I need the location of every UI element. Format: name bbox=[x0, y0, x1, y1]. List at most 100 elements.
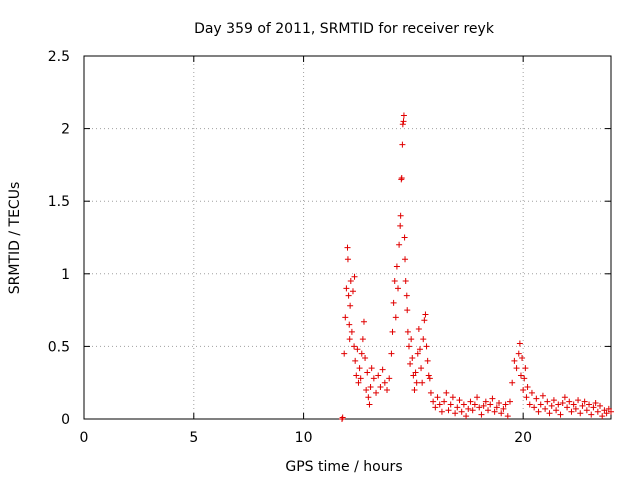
data-point bbox=[407, 360, 414, 367]
data-point bbox=[379, 366, 386, 373]
data-point bbox=[363, 386, 370, 393]
data-point bbox=[411, 386, 418, 393]
data-point bbox=[359, 336, 366, 343]
data-point bbox=[346, 321, 353, 328]
data-point bbox=[557, 411, 564, 418]
x-tick-label: 0 bbox=[80, 430, 89, 446]
data-point bbox=[347, 278, 354, 285]
data-point bbox=[421, 317, 428, 324]
data-point bbox=[366, 401, 373, 408]
data-point bbox=[355, 379, 362, 386]
data-point bbox=[348, 328, 355, 335]
data-point bbox=[398, 174, 405, 181]
data-point bbox=[399, 141, 406, 148]
data-point bbox=[452, 410, 459, 417]
data-point bbox=[519, 355, 526, 362]
data-point bbox=[482, 398, 489, 405]
data-point bbox=[465, 405, 472, 412]
y-tick-label: 1.5 bbox=[48, 194, 70, 210]
data-point bbox=[388, 350, 395, 357]
data-point bbox=[467, 398, 474, 405]
data-point bbox=[405, 343, 412, 350]
data-point bbox=[386, 375, 393, 382]
y-tick-label: 1 bbox=[61, 267, 70, 283]
data-point bbox=[579, 402, 586, 409]
data-point bbox=[480, 402, 487, 409]
data-point bbox=[415, 325, 422, 332]
data-point bbox=[397, 212, 404, 219]
data-point bbox=[570, 401, 577, 408]
data-point bbox=[395, 285, 402, 292]
data-point bbox=[436, 401, 443, 408]
data-point bbox=[400, 118, 407, 125]
chart-title: Day 359 of 2011, SRMTID for receiver rey… bbox=[194, 21, 495, 37]
x-tick-label: 5 bbox=[189, 430, 198, 446]
y-tick-label: 2 bbox=[61, 122, 70, 138]
data-point bbox=[375, 372, 382, 379]
data-point bbox=[396, 241, 403, 248]
data-point bbox=[367, 384, 374, 391]
data-point bbox=[408, 336, 415, 343]
data-point bbox=[496, 400, 503, 407]
data-point bbox=[404, 307, 411, 314]
data-point bbox=[491, 408, 498, 415]
data-point bbox=[432, 404, 439, 411]
data-point bbox=[441, 398, 448, 405]
data-point bbox=[358, 350, 365, 357]
data-point bbox=[365, 394, 372, 401]
data-point bbox=[392, 314, 399, 321]
data-point bbox=[502, 401, 509, 408]
data-point bbox=[542, 405, 549, 412]
data-point bbox=[427, 389, 434, 396]
data-point bbox=[493, 404, 500, 411]
data-point bbox=[362, 355, 369, 362]
data-point bbox=[393, 263, 400, 270]
data-point bbox=[575, 397, 582, 404]
data-point bbox=[603, 410, 610, 417]
data-point bbox=[521, 375, 528, 382]
data-point bbox=[588, 411, 595, 418]
data-point bbox=[506, 398, 513, 405]
data-point bbox=[341, 350, 348, 357]
data-point bbox=[524, 384, 531, 391]
data-point bbox=[511, 357, 518, 364]
data-point bbox=[360, 318, 367, 325]
data-point bbox=[391, 278, 398, 285]
data-point bbox=[343, 285, 350, 292]
data-point bbox=[522, 365, 529, 372]
data-point bbox=[504, 413, 511, 420]
data-point bbox=[353, 372, 360, 379]
data-point bbox=[572, 405, 579, 412]
data-point bbox=[471, 401, 478, 408]
data-point bbox=[531, 404, 538, 411]
data-point bbox=[608, 408, 614, 415]
data-points bbox=[339, 112, 614, 422]
data-point bbox=[487, 401, 494, 408]
data-point bbox=[339, 416, 346, 422]
x-tick-label: 10 bbox=[295, 430, 313, 446]
y-axis-label: SRMTID / TECUs bbox=[7, 182, 23, 295]
data-point bbox=[539, 392, 546, 399]
y-tick-label: 2.5 bbox=[48, 49, 70, 65]
data-point bbox=[347, 302, 354, 309]
data-point bbox=[377, 384, 384, 391]
data-point bbox=[548, 402, 555, 409]
data-point bbox=[434, 394, 441, 401]
data-point bbox=[344, 244, 351, 251]
data-point bbox=[445, 407, 452, 414]
data-point bbox=[345, 292, 352, 299]
data-point bbox=[370, 375, 377, 382]
data-point bbox=[528, 389, 535, 396]
data-point bbox=[418, 365, 425, 372]
data-point bbox=[339, 414, 346, 421]
data-point bbox=[404, 328, 411, 335]
data-point bbox=[449, 394, 456, 401]
data-point bbox=[592, 400, 599, 407]
data-point bbox=[553, 407, 560, 414]
data-point bbox=[513, 365, 520, 372]
data-point bbox=[402, 278, 409, 285]
data-point bbox=[568, 408, 575, 415]
data-point bbox=[564, 404, 571, 411]
data-point bbox=[485, 407, 492, 414]
